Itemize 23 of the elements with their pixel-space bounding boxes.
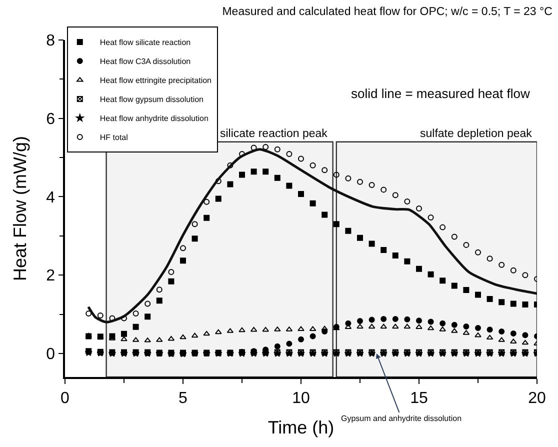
chart-title: Measured and calculated heat flow for OPC; w/c = 0.5; T = 23 °C	[222, 6, 552, 18]
band-label: silicate reaction peak	[220, 128, 328, 140]
x-tick-label: 20	[528, 390, 546, 407]
annotation: solid line = measured heat flow	[351, 86, 530, 101]
y-tick-label: 6	[46, 110, 56, 128]
x-tick-label: 0	[60, 390, 70, 407]
x-tick-label: 15	[410, 390, 428, 407]
y-tick-label: 0	[46, 346, 56, 364]
x-tick-label: 10	[292, 390, 310, 407]
legend-label: Heat flow anhydrite dissolution	[100, 114, 208, 124]
legend-label: Heat flow gypsum dissolution	[100, 95, 204, 104]
y-axis-title: Heat Flow (mW/g)	[10, 136, 30, 282]
y-tick-label: 2	[46, 268, 56, 285]
x-axis-title: Time (h)	[268, 418, 334, 438]
y-tick-label: 8	[46, 32, 56, 50]
legend-label: Heat flow C3A dissolution	[100, 57, 191, 66]
band-label: sulfate depletion peak	[420, 128, 532, 140]
y-tick-label: 4	[46, 189, 56, 206]
legend-label: HF total	[100, 133, 128, 142]
annotation: Gypsum and anhydrite dissolution	[341, 414, 462, 423]
x-tick-label: 5	[178, 390, 188, 407]
legend-label: Heat flow ettringite precipitation	[100, 76, 212, 86]
legend-label: Heat flow silicate reaction	[100, 38, 191, 48]
